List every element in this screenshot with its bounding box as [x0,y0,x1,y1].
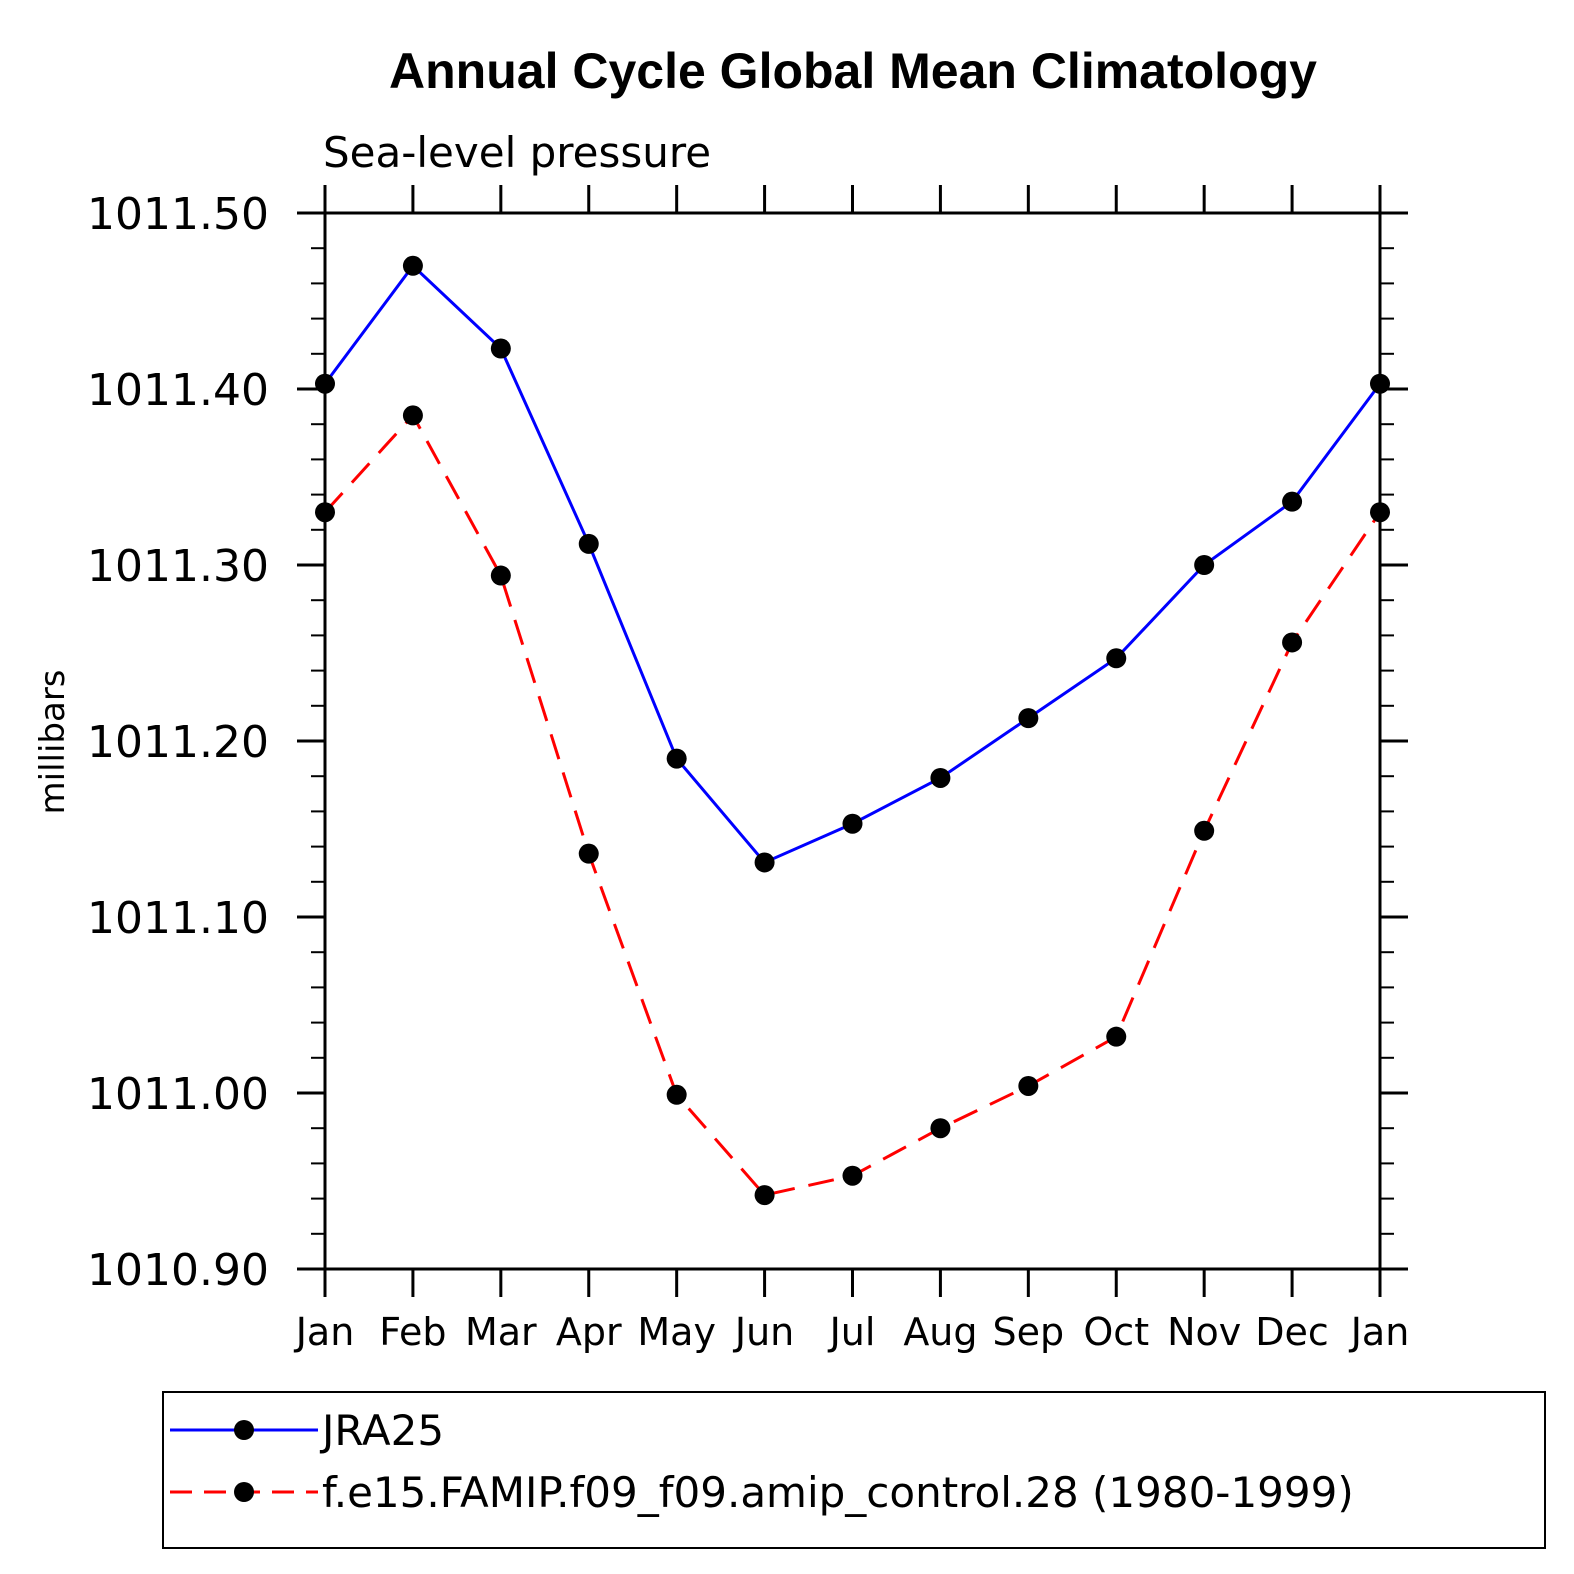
legend-item: f.e15.FAMIP.f09_f09.amip_control.28 (198… [170,1468,1354,1517]
data-point [1194,820,1215,841]
x-tick-label: Jan [294,1310,355,1354]
plot-frame [323,211,1382,1271]
series-line [323,412,1382,1197]
axis-ticks [297,185,1408,1297]
legend-label: JRA25 [319,1406,444,1455]
data-point [490,338,511,359]
x-tick-label: Mar [465,1310,537,1354]
x-axis-tick-labels: Jan Feb Mar Apr May Jun Jul Aug Sep Oct Nov Dec Jan [294,1310,1410,1354]
legend-item: JRA25 [170,1406,444,1455]
data-point [1282,632,1303,653]
data-point [1106,648,1127,669]
data-point [930,767,951,788]
x-tick-label: Jan [1349,1310,1410,1354]
series-layer [315,255,1390,1206]
data-point [930,1118,951,1139]
x-tick-label: Aug [903,1310,977,1354]
y-tick-label: 1011.30 [87,541,269,592]
data-point [1194,555,1215,575]
x-tick-label: Jul [828,1310,876,1354]
y-tick-label: 1011.20 [87,717,269,768]
series-line [323,263,1382,865]
legend-marker [234,1420,254,1440]
x-tick-label: Jun [733,1310,794,1354]
x-tick-label: Sep [993,1310,1065,1354]
chart-title: Annual Cycle Global Mean Climatology [389,43,1317,99]
data-point [1018,708,1039,729]
data-point [1370,373,1390,394]
data-point [1018,1075,1039,1096]
x-tick-label: May [637,1310,716,1354]
legend-marker [234,1482,254,1502]
chart-subtitle: Sea-level pressure [323,128,711,177]
y-tick-label: 1011.10 [87,893,269,944]
y-axis-tick-labels: 1010.90 1011.00 1011.10 1011.20 1011.30 1011.… [87,189,269,1296]
data-point [315,373,335,394]
data-point [1106,1026,1127,1047]
y-tick-label: 1011.50 [87,189,269,240]
data-point [578,533,599,554]
data-point [842,1165,863,1186]
x-tick-label: Oct [1083,1310,1149,1354]
legend: JRA25 f.e15.FAMIP.f09_f09.amip_control.28… [170,1406,1354,1517]
legend-label: f.e15.FAMIP.f09_f09.amip_control.28 (198… [322,1468,1354,1517]
y-tick-label: 1011.40 [87,365,269,416]
x-tick-label: Nov [1167,1310,1241,1354]
x-tick-label: Feb [379,1310,446,1354]
data-point [842,813,863,834]
y-tick-label: 1011.00 [87,1069,269,1120]
series-1 [315,405,1390,1206]
y-tick-label: 1010.90 [87,1245,269,1296]
x-tick-label: Dec [1255,1310,1329,1354]
data-point [402,405,423,426]
data-point [666,1084,687,1105]
data-point [754,852,775,873]
y-axis-label: millibars [33,669,73,814]
x-tick-label: Apr [556,1310,622,1354]
data-point [666,748,687,769]
data-point [490,565,511,586]
data-point [1282,491,1303,512]
series-0 [315,255,1390,873]
data-point [754,1185,775,1206]
data-point [315,502,335,523]
legend-box [162,1391,1546,1549]
data-point [402,255,423,276]
data-point [578,843,599,864]
data-point [1370,502,1390,523]
